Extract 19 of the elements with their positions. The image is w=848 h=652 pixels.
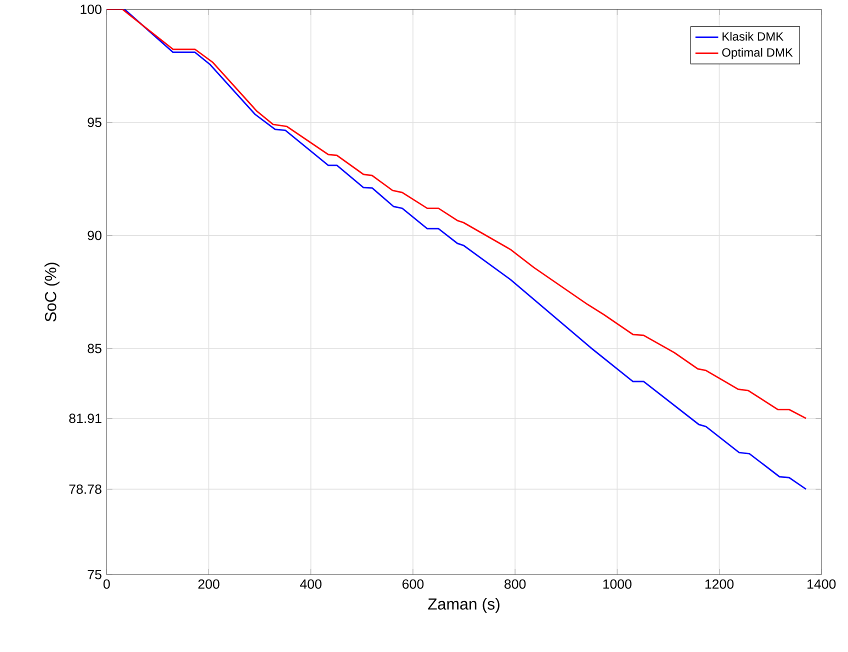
y-tick-label: 95 [88,118,102,128]
x-tick-label: 600 [402,579,424,589]
y-tick-label: 90 [88,230,102,240]
y-axis-title: SoC (%) [44,262,60,322]
x-tick-label: 0 [103,579,110,589]
x-axis-title: Zaman (s) [428,598,500,613]
x-tick-label: 200 [198,579,220,589]
y-tick-label: 81.91 [69,414,102,424]
y-tick-label: 100 [80,4,102,14]
x-tick-label: 1400 [808,579,836,589]
x-tick-label: 1000 [603,579,632,589]
legend-label: Optimal DMK [722,48,793,60]
x-tick-label: 400 [300,579,322,589]
y-tick-label: 85 [88,344,102,354]
x-tick-label: 1200 [705,579,734,589]
y-tick-label: 78.78 [69,484,102,494]
x-tick-label: 800 [504,579,526,589]
y-tick-label: 75 [88,570,102,580]
legend-label: Klasik DMK [722,32,784,41]
